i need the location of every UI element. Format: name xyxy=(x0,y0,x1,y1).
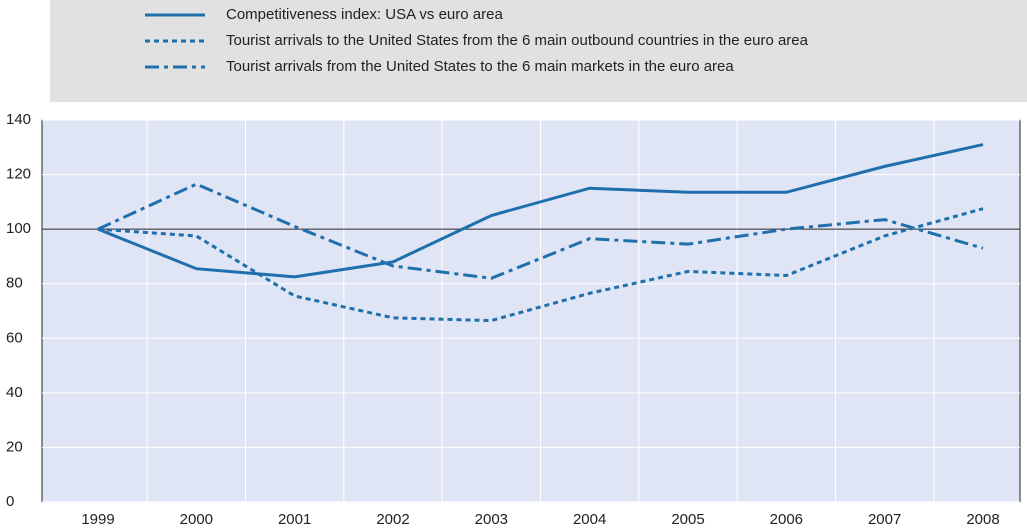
legend-label: Competitiveness index: USA vs euro area xyxy=(226,6,503,23)
y-tick-label: 140 xyxy=(6,111,31,128)
y-tick-label: 80 xyxy=(6,275,23,292)
legend-label: Tourist arrivals to the United States fr… xyxy=(226,32,809,49)
legend-box xyxy=(50,0,1027,102)
x-tick-label: 2001 xyxy=(278,511,311,528)
x-tick-label: 2004 xyxy=(573,511,606,528)
legend-label: Tourist arrivals from the United States … xyxy=(226,58,734,75)
x-tick-label: 2003 xyxy=(475,511,508,528)
y-tick-label: 100 xyxy=(6,220,31,237)
y-tick-label: 20 xyxy=(6,438,23,455)
y-tick-label: 60 xyxy=(6,329,23,346)
x-tick-label: 1999 xyxy=(81,511,114,528)
x-tick-label: 2007 xyxy=(868,511,901,528)
y-tick-label: 40 xyxy=(6,384,23,401)
x-tick-label: 2002 xyxy=(376,511,409,528)
x-tick-label: 2006 xyxy=(770,511,803,528)
series-line xyxy=(97,207,984,323)
y-tick-label: 120 xyxy=(6,166,31,183)
x-tick-label: 2000 xyxy=(180,511,213,528)
x-tick-label: 2008 xyxy=(966,511,999,528)
y-tick-label: 0 xyxy=(6,493,14,510)
series-line xyxy=(97,143,984,279)
series-line xyxy=(97,182,984,280)
x-tick-label: 2005 xyxy=(671,511,704,528)
